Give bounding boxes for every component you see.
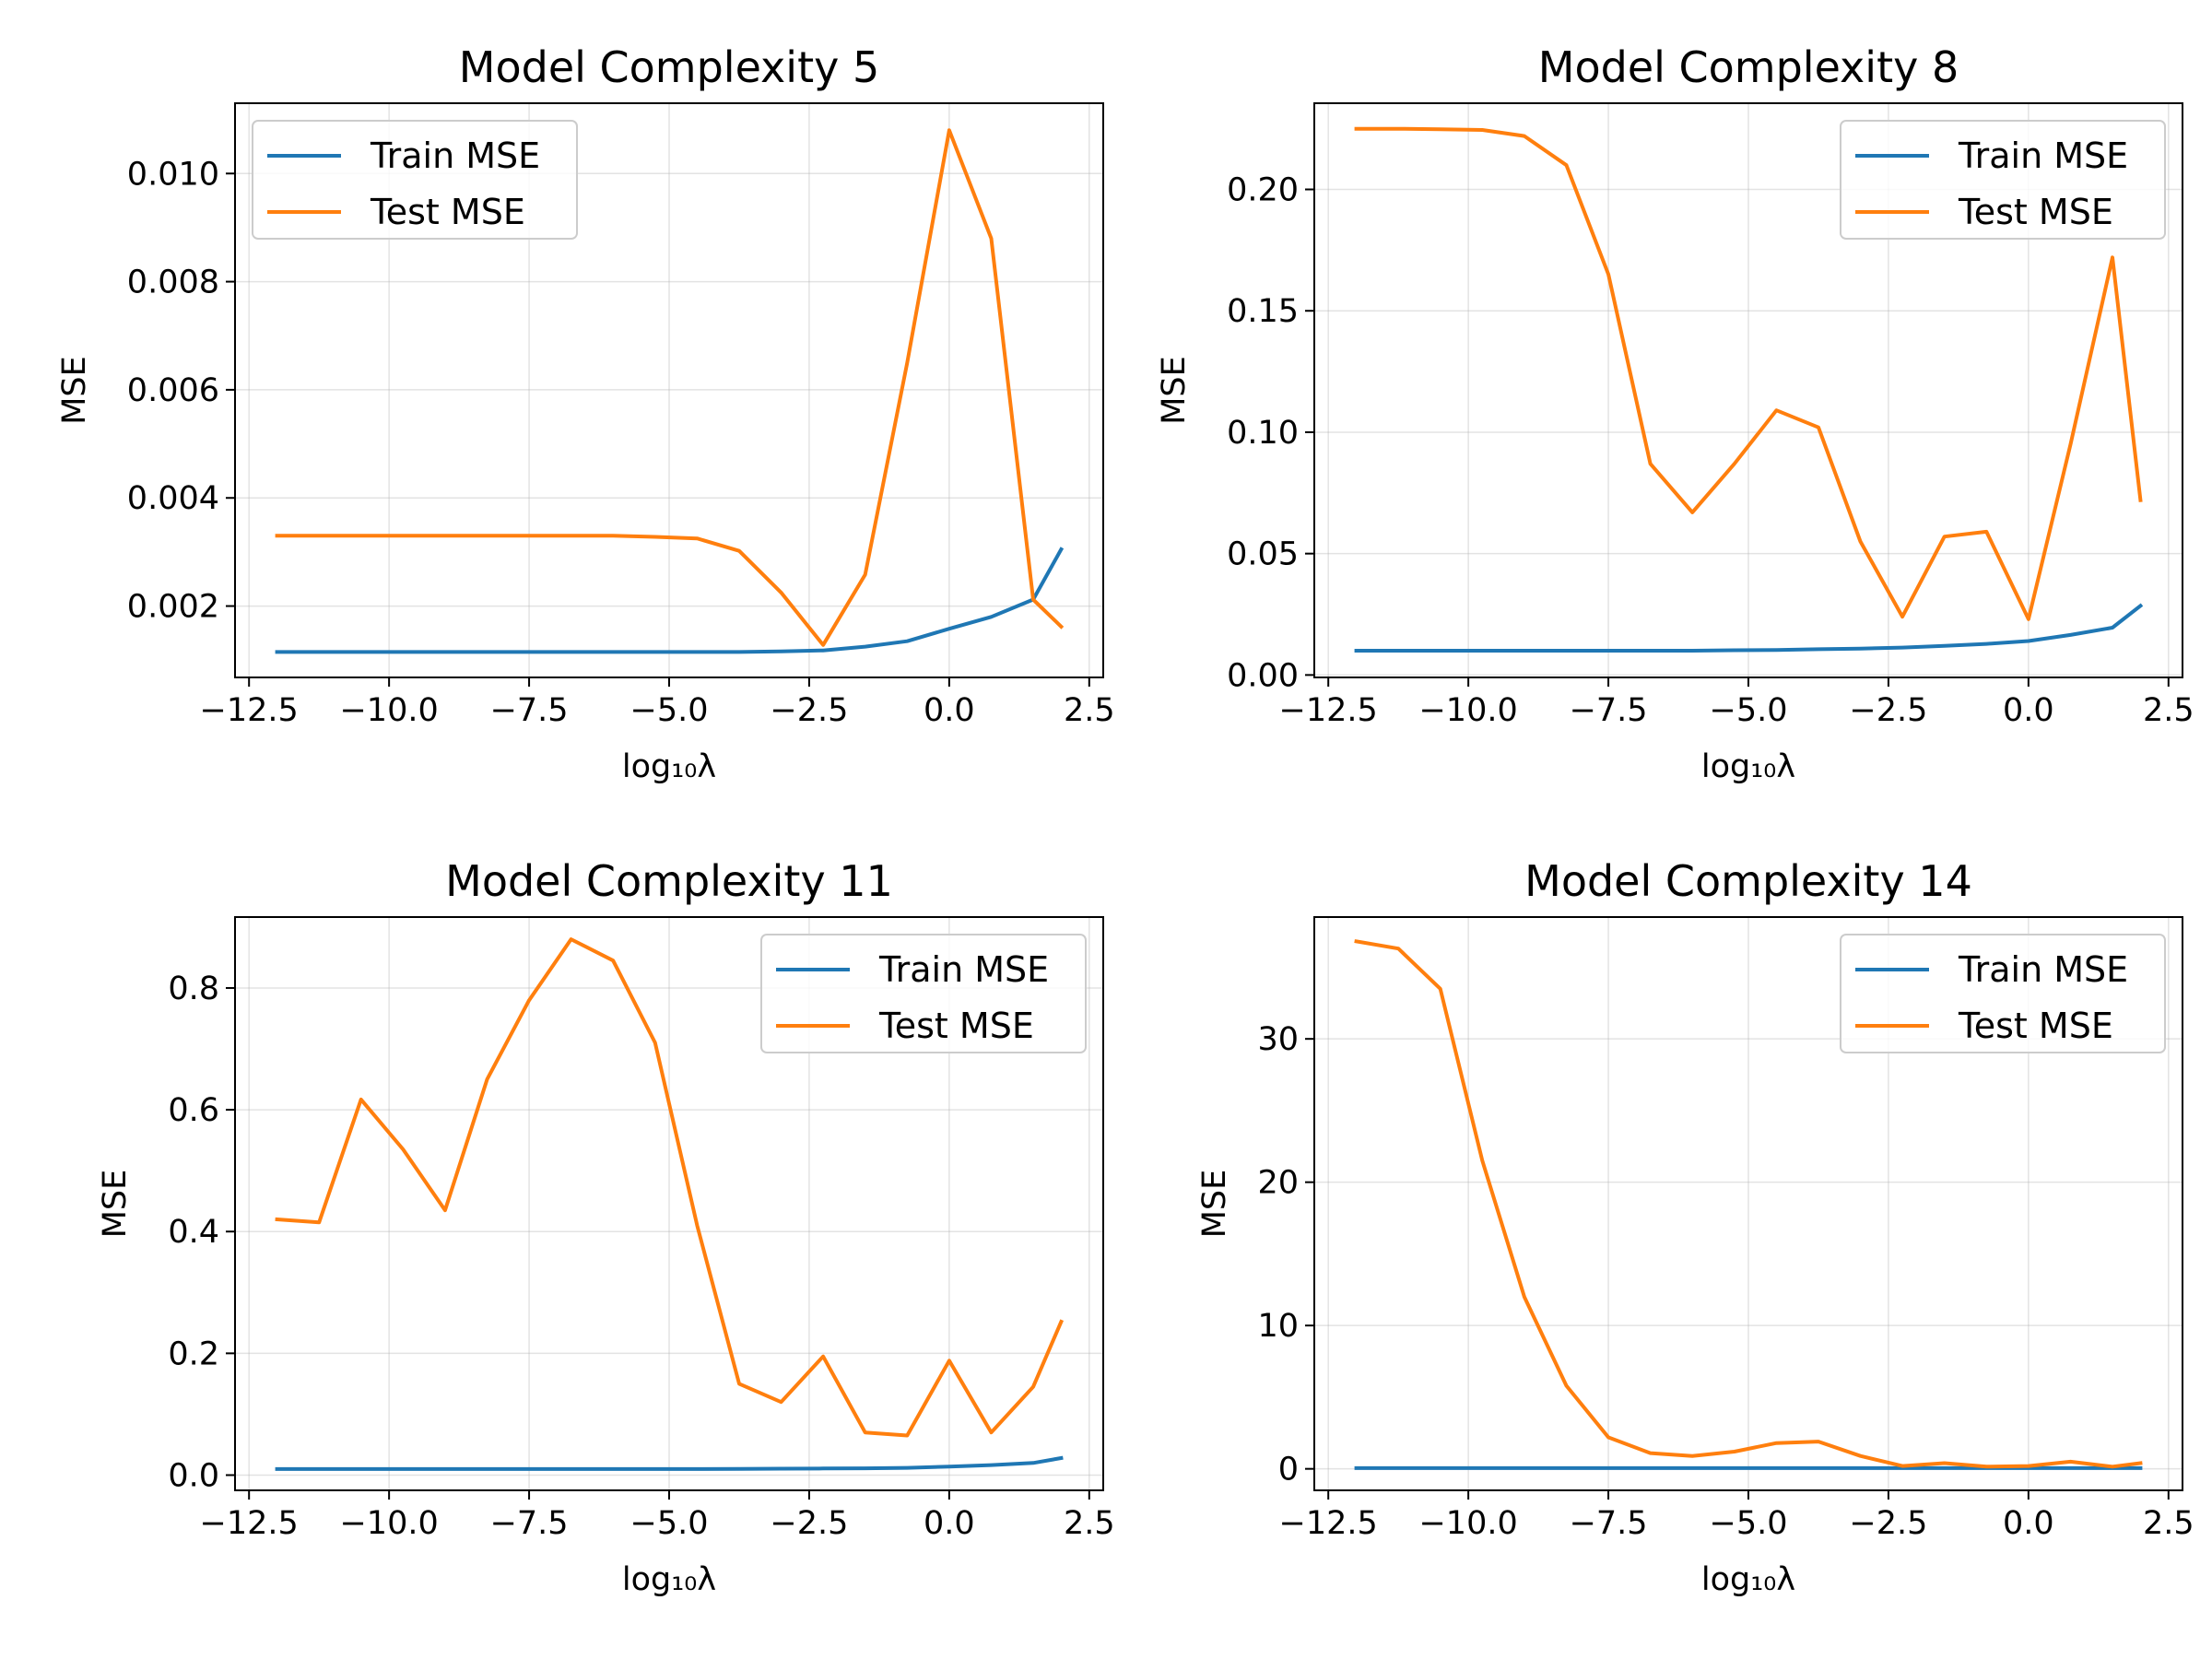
subplot-4-legend-box	[1840, 934, 2166, 1053]
subplot-1-ytick-label-4: 0.010	[127, 156, 219, 193]
subplot-2-ytick-label-1: 0.05	[1227, 536, 1299, 573]
subplot-3-xtick-label-0: −12.5	[200, 1505, 299, 1542]
subplot-1-legend-label-train: Train MSE	[370, 135, 540, 176]
subplot-4-title: Model Complexity 14	[1524, 856, 1972, 906]
subplot-3: −12.5 −10.0 −7.5 −5.0 −2.5 0.0 2.5 0.0 0.2 0.4 0.6…	[97, 856, 1115, 1598]
subplot-3-xtick-label-2: −7.5	[490, 1505, 569, 1542]
subplot-4-xtick-label-5: 0.0	[2003, 1505, 2054, 1542]
subplot-3-xtick-label-5: 0.0	[924, 1505, 975, 1542]
subplot-2-xlabel: log₁₀λ	[1701, 748, 1795, 785]
subplot-4-legend: Train MSE Test MSE	[1840, 934, 2166, 1053]
subplot-4-legend-label-train: Train MSE	[1958, 949, 2128, 990]
subplot-4-legend-label-test: Test MSE	[1958, 1006, 2113, 1046]
subplot-2-ytick-label-2: 0.10	[1227, 415, 1299, 452]
subplot-4-xtick-label-3: −5.0	[1710, 1505, 1788, 1542]
subplot-4-xtick-label-1: −10.0	[1418, 1505, 1517, 1542]
subplot-1-ylabel: MSE	[56, 356, 93, 425]
subplot-1-legend-box	[252, 120, 578, 240]
subplot-3-series-train-line	[275, 1455, 1064, 1471]
subplot-1-xtick-label-6: 2.5	[1064, 692, 1115, 729]
subplot-1-legend-label-test: Test MSE	[370, 192, 525, 232]
subplot-2-xtick-label-5: 0.0	[2003, 692, 2054, 729]
subplot-3-title: Model Complexity 11	[445, 856, 893, 906]
subplot-4-xlabel: log₁₀λ	[1701, 1561, 1795, 1598]
subplot-3-ytick-label-2: 0.4	[168, 1214, 219, 1251]
subplot-2-xtick-label-0: −12.5	[1279, 692, 1378, 729]
subplot-4-ytick-label-0: 0	[1278, 1452, 1299, 1488]
subplot-4-ytick-label-1: 10	[1257, 1308, 1299, 1345]
subplot-4: −12.5 −10.0 −7.5 −5.0 −2.5 0.0 2.5 0 10 20 30 Model…	[1196, 856, 2194, 1598]
subplot-2-legend: Train MSE Test MSE	[1840, 120, 2166, 240]
subplot-2-legend-label-test: Test MSE	[1958, 192, 2113, 232]
subplot-2-xtick-label-2: −7.5	[1570, 692, 1648, 729]
subplot-3-ytick-label-3: 0.6	[168, 1092, 219, 1129]
subplot-1: −12.5 −10.0 −7.5 −5.0 −2.5 0.0 2.5 0.002 0.004 0.…	[56, 42, 1115, 785]
subplot-1-ytick-label-0: 0.002	[127, 589, 219, 626]
subplot-1-xlabel: log₁₀λ	[622, 748, 716, 785]
subplot-2-xtick-label-6: 2.5	[2143, 692, 2194, 729]
subplot-3-legend: Train MSE Test MSE	[760, 934, 1087, 1053]
subplot-1-ytick-label-3: 0.008	[127, 265, 219, 301]
subplot-4-ylabel: MSE	[1196, 1170, 1233, 1239]
subplot-4-series-test-line	[1354, 939, 2143, 1469]
subplot-1-xtick-label-3: −5.0	[630, 692, 709, 729]
subplot-3-xtick-label-6: 2.5	[1064, 1505, 1115, 1542]
subplot-2-ytick-label-3: 0.15	[1227, 293, 1299, 330]
subplot-1-title: Model Complexity 5	[459, 42, 879, 92]
subplot-1-xtick-label-4: −2.5	[770, 692, 848, 729]
subplot-2-xtick-label-3: −5.0	[1710, 692, 1788, 729]
subplot-3-ytick-label-0: 0.0	[168, 1457, 219, 1494]
subplot-2: −12.5 −10.0 −7.5 −5.0 −2.5 0.0 2.5 0.00 0.05 0.10…	[1156, 42, 2194, 785]
subplot-2-title: Model Complexity 8	[1538, 42, 1959, 92]
subplot-1-xtick-label-0: −12.5	[200, 692, 299, 729]
subplot-2-legend-box	[1840, 120, 2166, 240]
subplot-4-ytick-label-2: 20	[1257, 1165, 1299, 1202]
subplot-3-xlabel: log₁₀λ	[622, 1561, 716, 1598]
subplot-3-ylabel: MSE	[97, 1170, 134, 1239]
subplot-1-legend: Train MSE Test MSE	[252, 120, 578, 240]
subplot-4-ytick-label-3: 30	[1257, 1021, 1299, 1058]
subplot-2-series-test-line	[1354, 126, 2143, 621]
subplot-2-ytick-label-4: 0.20	[1227, 172, 1299, 209]
subplot-1-xtick-label-5: 0.0	[924, 692, 975, 729]
subplot-2-legend-label-train: Train MSE	[1958, 135, 2128, 176]
subplot-3-legend-label-train: Train MSE	[878, 949, 1049, 990]
subplot-2-xtick-label-1: −10.0	[1418, 692, 1517, 729]
subplot-3-xtick-label-4: −2.5	[770, 1505, 848, 1542]
subplot-1-ytick-label-2: 0.006	[127, 372, 219, 409]
subplot-1-xtick-label-2: −7.5	[490, 692, 569, 729]
subplot-3-series-test-line	[275, 937, 1065, 1438]
subplot-1-xtick-label-1: −10.0	[339, 692, 438, 729]
subplot-1-ytick-label-1: 0.004	[127, 480, 219, 517]
subplot-3-ytick-label-1: 0.2	[168, 1335, 219, 1372]
subplot-3-xtick-label-1: −10.0	[339, 1505, 438, 1542]
subplot-1-series-test-line	[275, 128, 1065, 647]
subplot-2-xtick-label-4: −2.5	[1849, 692, 1927, 729]
subplot-4-xtick-label-4: −2.5	[1849, 1505, 1927, 1542]
subplot-2-series-train-line	[1354, 603, 2144, 653]
subplot-3-xtick-label-3: −5.0	[630, 1505, 709, 1542]
subplot-1-series-train-line	[275, 547, 1065, 654]
subplot-4-xtick-label-2: −7.5	[1570, 1505, 1648, 1542]
subplot-3-legend-box	[760, 934, 1087, 1053]
subplot-2-ylabel: MSE	[1156, 356, 1193, 425]
subplot-4-xtick-label-6: 2.5	[2143, 1505, 2194, 1542]
subplot-4-xtick-label-0: −12.5	[1279, 1505, 1378, 1542]
subplot-3-ytick-label-4: 0.8	[168, 971, 219, 1007]
subplot-3-legend-label-test: Test MSE	[878, 1006, 1034, 1046]
subplot-2-ytick-label-0: 0.00	[1227, 657, 1299, 694]
